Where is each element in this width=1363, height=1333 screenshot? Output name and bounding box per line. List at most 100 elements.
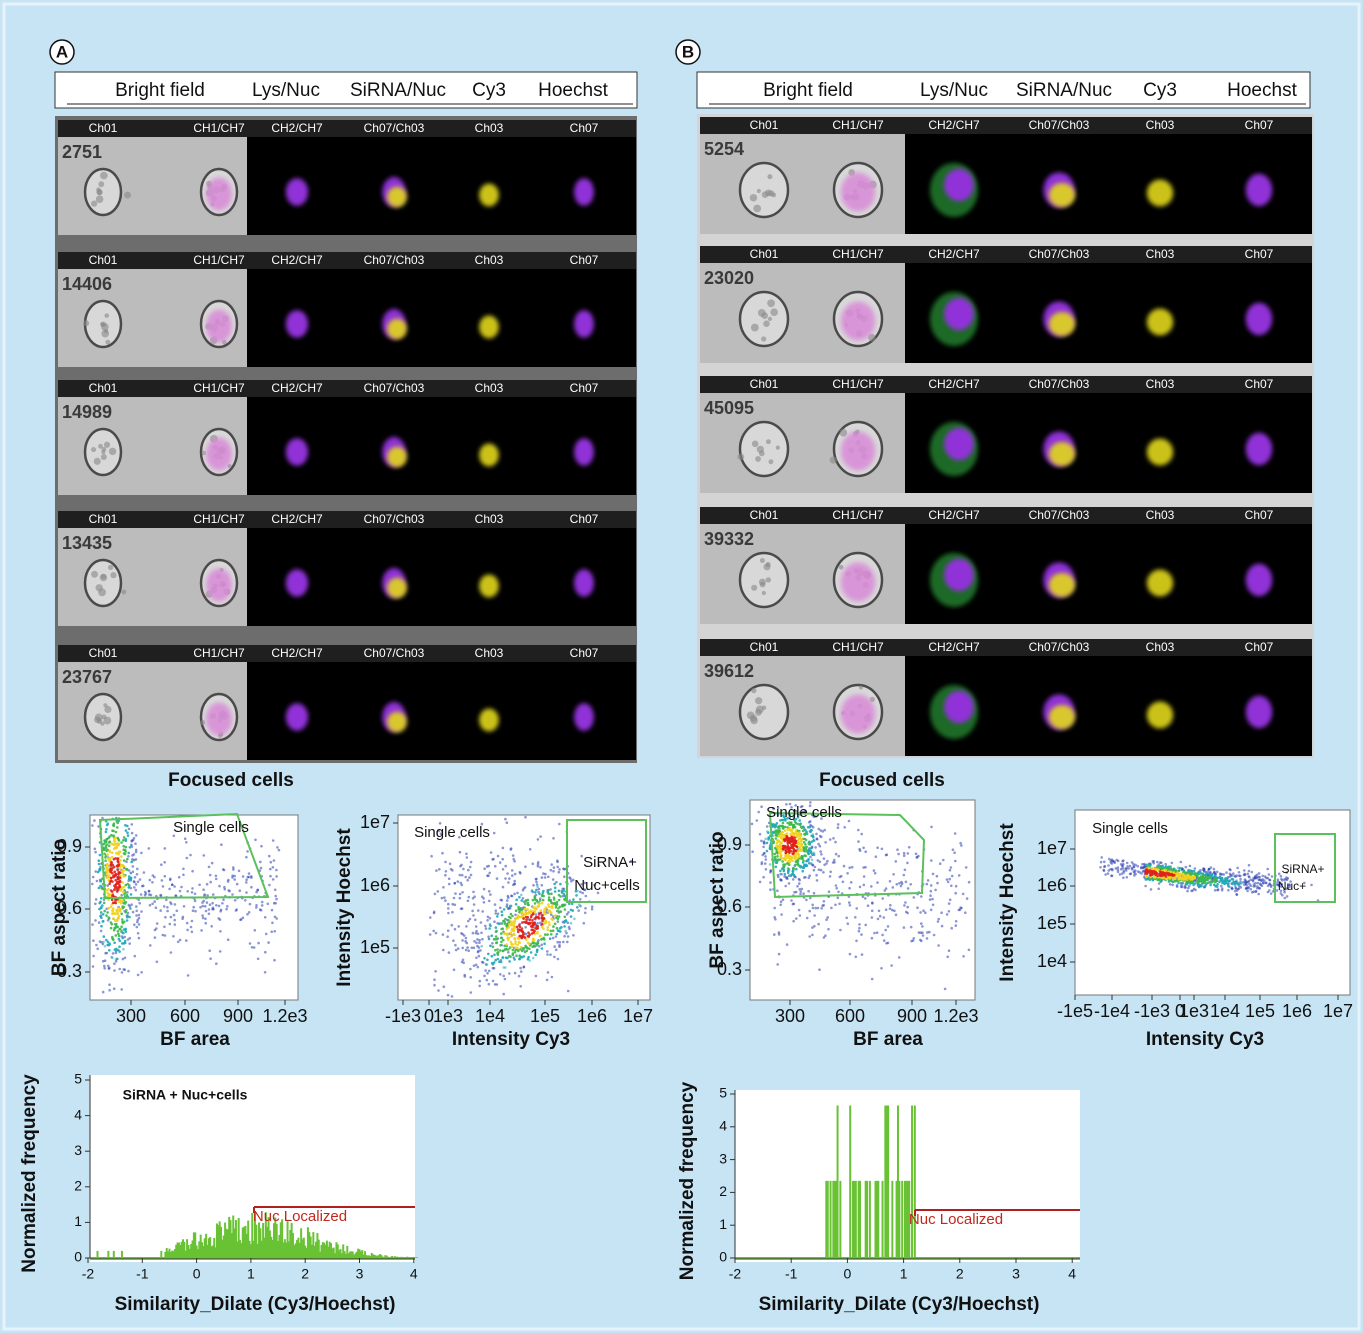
density-point	[1117, 860, 1120, 863]
density-point	[1209, 884, 1212, 887]
density-point	[788, 846, 791, 849]
density-point	[108, 983, 111, 986]
density-point	[136, 926, 139, 929]
channel-label: CH1/CH7	[832, 118, 884, 132]
density-point	[790, 844, 793, 847]
density-point	[947, 881, 950, 884]
density-point	[466, 942, 469, 945]
density-point	[833, 859, 836, 862]
density-point	[495, 909, 498, 912]
cell-hoechst	[1246, 174, 1272, 206]
density-point	[489, 925, 492, 928]
density-point	[242, 917, 245, 920]
cell-texture	[762, 591, 766, 595]
y-axis-label: BF aspect ratio	[49, 839, 70, 976]
density-point	[108, 874, 111, 877]
density-point	[486, 979, 489, 982]
density-point	[832, 861, 835, 864]
density-point	[145, 892, 148, 895]
density-point	[192, 906, 195, 909]
cell-texture	[104, 442, 110, 448]
density-point	[818, 968, 821, 971]
density-point	[798, 909, 801, 912]
density-point	[151, 903, 154, 906]
x-axis-label: Similarity_Dilate (Cy3/Hoechst)	[759, 1294, 1040, 1315]
cell-texture	[767, 299, 775, 307]
density-point	[539, 935, 542, 938]
column-header: Hoechst	[538, 80, 608, 101]
density-point	[858, 923, 861, 926]
channel-label: Ch03	[475, 512, 504, 526]
density-point	[493, 967, 496, 970]
density-point	[506, 899, 509, 902]
density-point	[516, 892, 519, 895]
density-point	[1120, 863, 1123, 866]
density-point	[1208, 873, 1211, 876]
density-point	[154, 936, 157, 939]
density-point	[155, 906, 158, 909]
density-point	[465, 937, 468, 940]
density-point	[470, 991, 473, 994]
channel-label: Ch07	[1245, 508, 1274, 522]
density-point	[842, 881, 845, 884]
density-point	[504, 865, 507, 868]
density-point	[231, 893, 234, 896]
density-point	[122, 845, 125, 848]
x-axis-label: Similarity_Dilate (Cy3/Hoechst)	[115, 1294, 396, 1315]
density-point	[558, 899, 561, 902]
density-point	[441, 897, 444, 900]
y-tick-label: 1e4	[1037, 951, 1067, 971]
density-point	[510, 941, 513, 944]
density-point	[239, 889, 242, 892]
density-point	[108, 942, 111, 945]
density-point	[535, 908, 538, 911]
density-point	[495, 930, 498, 933]
density-point	[860, 933, 863, 936]
density-point	[764, 838, 767, 841]
density-point	[1243, 883, 1246, 886]
density-point	[116, 913, 119, 916]
density-point	[843, 865, 846, 868]
density-point	[800, 890, 803, 893]
density-point	[1248, 864, 1251, 867]
density-point	[757, 811, 760, 814]
density-point	[435, 869, 438, 872]
density-point	[811, 904, 814, 907]
density-point	[538, 902, 541, 905]
y-axis-label: Normalized frequency	[677, 1081, 698, 1280]
density-point	[168, 888, 171, 891]
density-point	[562, 867, 565, 870]
density-point	[220, 843, 223, 846]
density-point	[215, 962, 218, 965]
density-point	[542, 895, 545, 898]
density-point	[121, 942, 124, 945]
density-point	[763, 852, 766, 855]
density-point	[563, 898, 566, 901]
x-axis-label: Intensity Cy3	[452, 1029, 570, 1050]
density-point	[478, 985, 481, 988]
density-point	[135, 914, 138, 917]
density-point	[559, 895, 562, 898]
channel-label: CH2/CH7	[271, 381, 323, 395]
x-tick-label: -1e4	[1094, 1001, 1130, 1021]
density-point	[1112, 860, 1115, 863]
density-point	[837, 891, 840, 894]
y-tick-label: 1e7	[1037, 838, 1067, 858]
density-point	[795, 917, 798, 920]
density-point	[468, 896, 471, 899]
density-point	[482, 897, 485, 900]
density-point	[817, 859, 820, 862]
density-point	[539, 866, 542, 869]
density-point	[811, 859, 814, 862]
density-point	[112, 893, 115, 896]
density-point	[751, 823, 754, 826]
density-point	[176, 910, 179, 913]
cell-cy3	[479, 575, 499, 598]
density-point	[245, 881, 248, 884]
density-point	[884, 889, 887, 892]
density-point	[513, 958, 516, 961]
density-point	[817, 843, 820, 846]
column-header: Hoechst	[1227, 80, 1297, 101]
density-point	[800, 826, 803, 829]
channel-label: CH1/CH7	[193, 512, 245, 526]
